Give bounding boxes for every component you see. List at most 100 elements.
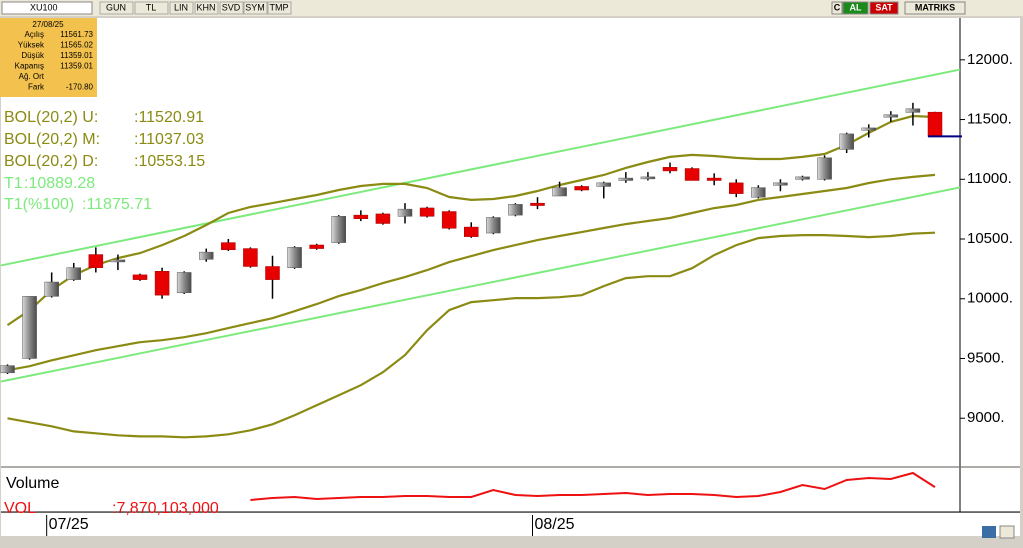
candle-body (309, 244, 324, 249)
toolbar-button-label: AL (850, 2, 862, 12)
volume-panel (1, 468, 1020, 512)
y-tick-label: 11000. (967, 170, 1012, 187)
volume-line (250, 471, 936, 501)
info-label: Kapanış (15, 62, 44, 71)
tool-icon[interactable] (999, 525, 1015, 539)
legend-label: BOL(20,2) U: (4, 109, 98, 126)
legend-label: T1 (4, 175, 23, 192)
candle-body (221, 242, 236, 251)
candle-body (706, 177, 722, 181)
candle-body (22, 296, 37, 359)
toolbar-button[interactable] (134, 1, 169, 15)
symbol-box[interactable] (1, 1, 93, 15)
toolbar-button[interactable] (99, 1, 134, 15)
info-box (0, 18, 97, 97)
info-date: 27/08/25 (32, 20, 64, 29)
toolbar-button[interactable] (904, 1, 966, 15)
candle-body (199, 251, 214, 260)
candle-body (574, 186, 589, 191)
toolbar-button[interactable] (243, 1, 268, 15)
candle-body (265, 266, 280, 280)
trend-line (0, 186, 961, 383)
candle-body (441, 211, 457, 229)
toolbar-button[interactable] (869, 1, 899, 15)
info-value: -170.80 (66, 83, 94, 92)
x-tick-label: 07/25 (49, 516, 89, 533)
legend-value: :11037.03 (134, 131, 204, 148)
y-tick-label: 9000. (967, 409, 1005, 426)
candle-body (353, 214, 369, 219)
candle-body (397, 208, 413, 217)
candle-body (44, 281, 59, 297)
volume-label: VOL (4, 500, 36, 517)
candle-body (508, 204, 523, 216)
toolbar-button[interactable] (831, 1, 843, 15)
y-tick-label: 12000. (967, 51, 1013, 68)
y-tick-label: 9500. (967, 349, 1005, 366)
toolbar-button[interactable] (842, 1, 869, 15)
candle-body (0, 365, 15, 374)
candle-body (464, 226, 479, 237)
candle-body (419, 207, 435, 217)
candle-body (839, 133, 854, 150)
legend-value: :11875.71 (82, 196, 152, 213)
toolbar-button-label: C (834, 2, 841, 12)
price-axis (960, 18, 1020, 466)
x-tick-label: 08/25 (535, 516, 575, 533)
candle-body (66, 267, 81, 280)
info-label: Ağ. Ort (19, 72, 45, 81)
candle-body (375, 213, 391, 224)
legend-value: :10889.28 (24, 175, 95, 192)
candle-body (817, 157, 832, 180)
candle-body (552, 187, 567, 197)
candle-body (640, 176, 656, 180)
candle-body (795, 176, 810, 180)
legend-label: T1(%100) (4, 196, 74, 213)
legend-value: :11520.91 (134, 109, 204, 126)
bollinger-line (7, 173, 936, 372)
candle-body (243, 248, 258, 267)
candle-body (110, 259, 126, 263)
info-value: 11561.73 (60, 30, 93, 39)
info-value: 11359.01 (60, 62, 93, 71)
candle-body (331, 216, 346, 243)
y-tick-label: 11500. (967, 111, 1012, 128)
toolbar-button[interactable] (169, 1, 194, 15)
tool-icon[interactable] (982, 526, 996, 538)
info-label: Düşük (21, 51, 45, 60)
candle-body (927, 111, 943, 137)
info-value: 11565.02 (60, 41, 93, 50)
candle-body (905, 108, 921, 113)
info-label: Yüksek (18, 41, 45, 50)
toolbar-button-label: TMP (270, 2, 289, 12)
candle-body (662, 167, 678, 172)
toolbar-button[interactable] (267, 1, 292, 15)
candle-body (176, 272, 192, 294)
volume-value: :7,870,103,000 (112, 500, 219, 517)
candle-body (154, 271, 170, 296)
toolbar-button-label: TL (146, 2, 157, 12)
toolbar-button[interactable] (194, 1, 219, 15)
bollinger-line (7, 231, 936, 439)
candle-body (618, 177, 634, 181)
y-tick-label: 10500. (967, 230, 1013, 247)
toolbar-button-label: SAT (875, 2, 893, 12)
y-tick-label: 10000. (967, 290, 1013, 307)
legend-value: :10553.15 (134, 153, 205, 170)
candle-body (530, 202, 545, 206)
candle-body (729, 182, 744, 194)
candle-body (751, 187, 766, 198)
bollinger-line (6, 114, 936, 327)
toolbar-button-label: GUN (106, 2, 126, 12)
info-label: Fark (28, 83, 45, 92)
toolbar-button[interactable] (219, 1, 244, 15)
legend-label: BOL(20,2) M: (4, 131, 100, 148)
trend-line (0, 68, 961, 267)
toolbar-button-label: KHN (196, 2, 215, 12)
candle-body (88, 254, 104, 268)
price-panel (1, 18, 960, 466)
candle-body (861, 127, 876, 131)
candle-body (132, 274, 148, 280)
candle-body (883, 114, 899, 118)
